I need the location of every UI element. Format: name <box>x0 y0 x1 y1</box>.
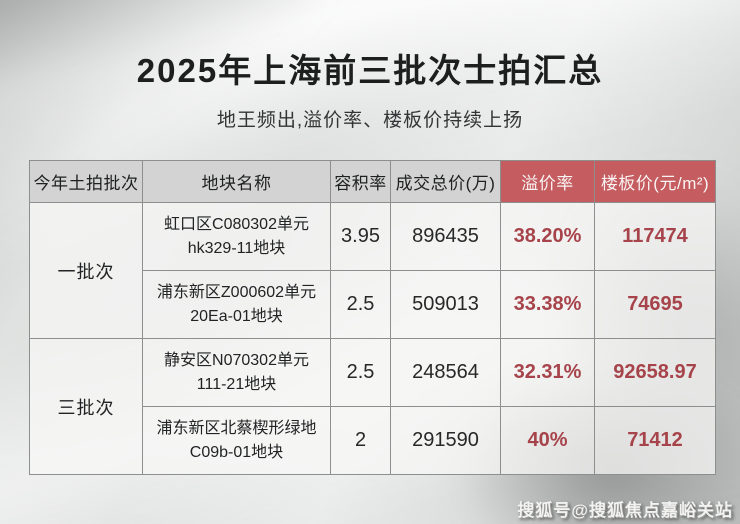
col-header-far: 容积率 <box>330 160 391 203</box>
plot-name-cell: 虹口区C080302单元 hk329-11地块 <box>142 202 331 271</box>
plot-name-line: 浦东新区Z000602单元 <box>156 283 317 301</box>
plot-name-line: C09b-01地块 <box>189 443 284 461</box>
plot-name-cell: 浦东新区Z000602单元 20Ea-01地块 <box>142 270 331 339</box>
premium-rate-cell: 38.20% <box>500 202 595 271</box>
total-price-cell: 896435 <box>390 202 501 271</box>
plot-name-line: 20Ea-01地块 <box>190 307 283 325</box>
plot-name-cell: 浦东新区北蔡楔形绿地 C09b-01地块 <box>142 406 331 475</box>
table-row: 一批次 虹口区C080302单元 hk329-11地块 3.95 896435 … <box>29 202 716 339</box>
total-price-cell: 248564 <box>390 338 501 407</box>
page-title: 2025年上海前三批次士拍汇总 <box>136 52 604 89</box>
floor-price-cell: 92658.97 <box>594 338 716 407</box>
far-cell: 3.95 <box>330 202 391 271</box>
col-header-batch: 今年土拍批次 <box>29 160 143 203</box>
plot-name-line: 111-21地块 <box>196 375 277 393</box>
watermark: 搜狐号@搜狐焦点嘉峪关站 <box>517 501 733 520</box>
premium-rate-cell: 33.38% <box>500 270 595 339</box>
batch-label-first: 一批次 <box>29 202 143 339</box>
floor-price-cell: 74695 <box>594 270 716 339</box>
table-row: 三批次 静安区N070302单元 111-21地块 2.5 248564 32.… <box>29 338 716 475</box>
land-auction-table: 今年土拍批次 地块名称 容积率 成交总价(万) 溢价率 楼板价(元/m²) 一批… <box>29 160 716 475</box>
plot-name-line: 浦东新区北蔡楔形绿地 <box>156 419 317 437</box>
col-header-plot-name: 地块名称 <box>142 160 331 203</box>
header-row: 今年土拍批次 地块名称 容积率 成交总价(万) 溢价率 楼板价(元/m²) <box>29 160 716 203</box>
total-price-cell: 509013 <box>390 270 501 339</box>
total-price-cell: 291590 <box>390 406 501 475</box>
batch-label-third: 三批次 <box>29 338 143 475</box>
page-subtitle: 地王频出,溢价率、楼板价持续上扬 <box>216 110 524 131</box>
far-cell: 2.5 <box>330 338 391 407</box>
premium-rate-cell: 40% <box>500 406 595 475</box>
floor-price-cell: 117474 <box>594 202 716 271</box>
plot-name-cell: 静安区N070302单元 111-21地块 <box>142 338 331 407</box>
col-header-premium-rate: 溢价率 <box>500 160 595 203</box>
floor-price-cell: 71412 <box>594 406 716 475</box>
plot-name-line: hk329-11地块 <box>187 239 286 257</box>
col-header-floor-price: 楼板价(元/m²) <box>594 160 716 203</box>
far-cell: 2 <box>330 406 391 475</box>
plot-name-line: 静安区N070302单元 <box>164 351 309 369</box>
premium-rate-cell: 32.31% <box>500 338 595 407</box>
col-header-total-price: 成交总价(万) <box>390 160 501 203</box>
far-cell: 2.5 <box>330 270 391 339</box>
plot-name-line: 虹口区C080302单元 <box>164 215 309 233</box>
